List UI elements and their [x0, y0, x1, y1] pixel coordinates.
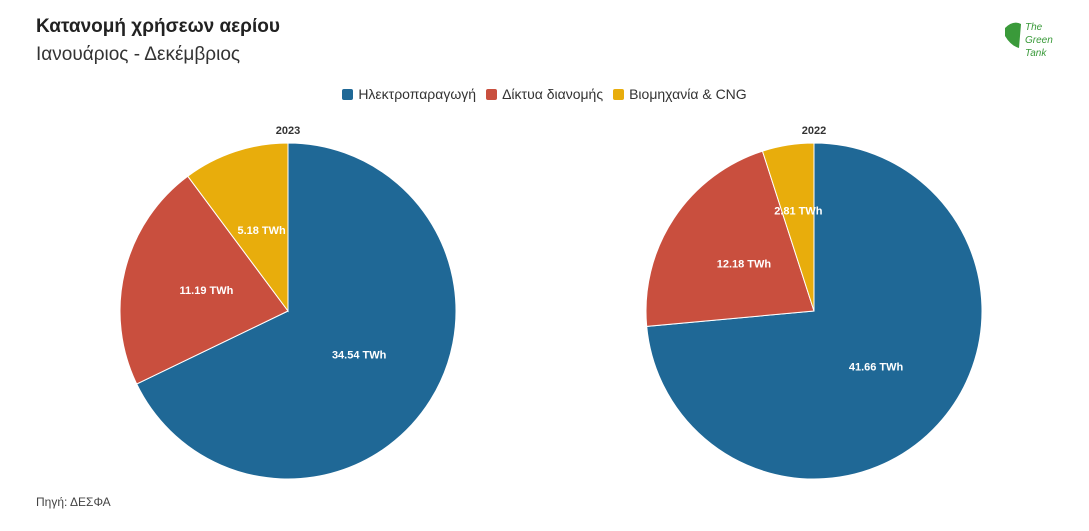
pie-title: 2022 — [802, 125, 826, 137]
title: Κατανομή χρήσεων αερίου — [36, 16, 280, 37]
legend-label: Ηλεκτροπαραγωγή — [358, 86, 477, 102]
data-label: 12.18 TWh — [717, 259, 772, 271]
legend-label: Βιομηχανία & CNG — [629, 86, 747, 102]
legend-item: Βιομηχανία & CNG — [613, 86, 747, 102]
pie-slice — [187, 142, 289, 313]
legend-item: Ηλεκτροπαραγωγή — [342, 86, 476, 102]
pie-slice — [761, 142, 815, 312]
logo-icon — [1005, 22, 1021, 48]
source: Πηγή: ΔΕΣΦΑ — [36, 495, 111, 509]
legend-swatch — [613, 88, 625, 100]
subtitle: Ιανουάριος - Δεκέμβριος — [36, 44, 241, 65]
legend: Ηλεκτροπαραγωγή Δίκτυα διανομής Βιομηχανία… — [0, 86, 1089, 102]
pie-title: 2023 — [276, 125, 300, 137]
legend-swatch — [342, 88, 354, 100]
legend-label: Δίκτυα διανομής — [502, 86, 604, 102]
data-label: 5.18 TWh — [237, 225, 286, 237]
pie-slice — [645, 150, 815, 327]
logo-text: Tank — [1025, 48, 1047, 59]
data-label: 34.54 TWh — [332, 350, 387, 362]
data-label: 2.81 TWh — [774, 205, 823, 217]
pie-slice — [119, 175, 289, 385]
logo: The Green Tank — [1005, 22, 1053, 59]
legend-item: Δίκτυα διανομής — [486, 86, 603, 102]
data-label: 11.19 TWh — [180, 285, 234, 297]
legend-swatch — [486, 88, 498, 100]
data-label: 41.66 TWh — [849, 362, 904, 374]
logo-text: Green — [1025, 35, 1053, 46]
logo-text: The — [1025, 22, 1043, 33]
pie-slice — [136, 142, 457, 480]
